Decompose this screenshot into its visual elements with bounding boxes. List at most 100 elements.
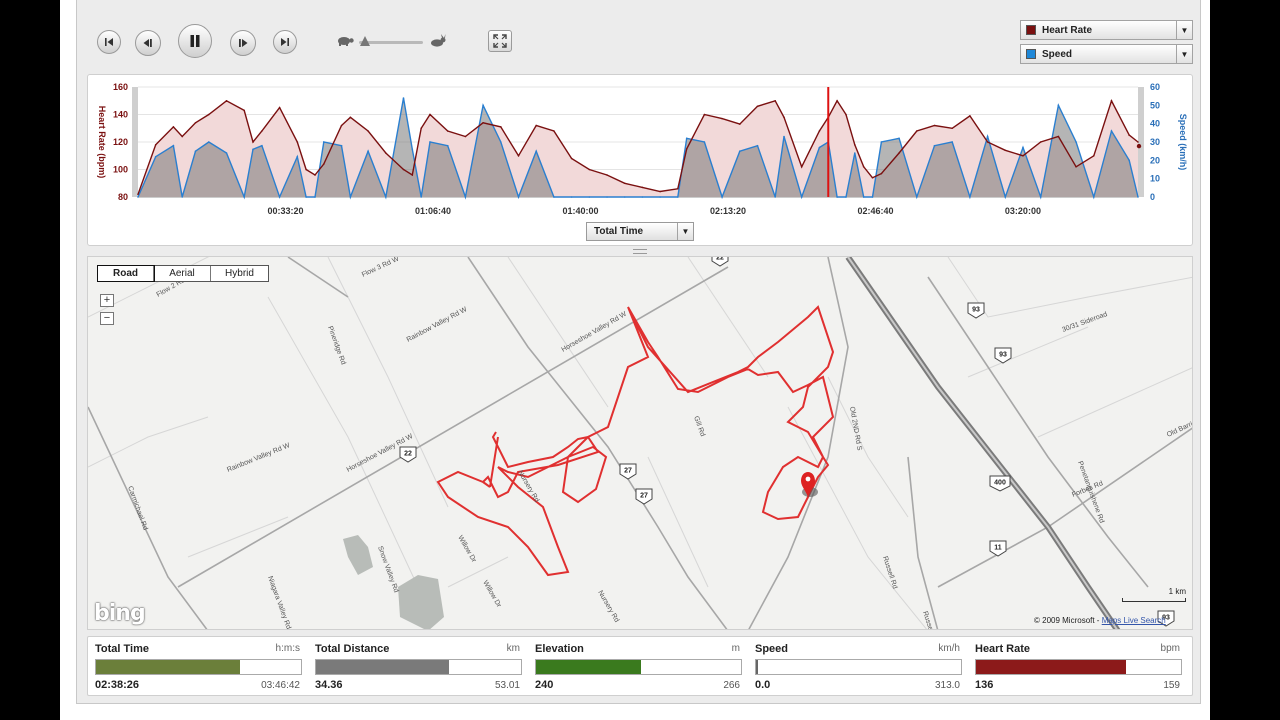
speed-point	[429, 141, 431, 143]
speed-slider-thumb[interactable]	[360, 36, 371, 46]
stat-current-value: 136	[975, 679, 994, 691]
speed-point	[252, 148, 254, 151]
zoom-out-button[interactable]: −	[100, 312, 114, 325]
road-label: Snow Valley Rd	[376, 545, 399, 593]
fullscreen-button[interactable]	[488, 30, 512, 52]
speed-slider-track[interactable]	[359, 41, 423, 44]
road-label: Old 2ND Rd S	[848, 406, 863, 451]
metrics-chart[interactable]: 160 140 120 100 80 60 50 40 30 20 10 0 00:33:20 01:06…	[87, 74, 1193, 246]
map-tab-road[interactable]: Road	[97, 265, 155, 282]
pause-button[interactable]	[178, 24, 212, 58]
y2-axis-label: Speed (km/h)	[1178, 114, 1188, 171]
heart-rate-point	[570, 157, 573, 160]
heart-rate-point	[535, 124, 538, 127]
y1-axis-band	[132, 87, 138, 197]
zoom-in-button[interactable]: +	[100, 294, 114, 307]
speed-point	[535, 150, 538, 152]
route-map[interactable]: 22 93 93 22 27 27 400 11 93 Flow 2 Rd W Flow 3 Rd…	[87, 256, 1193, 630]
heart-rate-point	[854, 143, 856, 146]
skip-to-start-button[interactable]	[97, 30, 121, 54]
stat-name: Total Distance	[315, 643, 390, 655]
speed-point	[800, 196, 803, 198]
speed-series-line	[137, 97, 1139, 200]
workout-player-frame: Heart Rate ▼ Speed ▼ 160 140 120 100 80 60 50 4…	[76, 0, 1201, 704]
map-tab-hybrid[interactable]: Hybrid	[225, 268, 254, 279]
heart-rate-point	[818, 130, 821, 132]
heart-rate-point	[588, 168, 591, 171]
current-position-marker[interactable]	[801, 472, 818, 499]
heart-rate-point	[986, 141, 989, 143]
secondary-metric-select[interactable]: Speed ▼	[1020, 44, 1193, 64]
speed-point	[774, 196, 776, 198]
panel-splitter-handle[interactable]	[633, 249, 647, 254]
speed-point	[194, 150, 197, 152]
speed-point	[845, 196, 847, 198]
y2-tick-label: 50	[1150, 100, 1160, 110]
speed-point	[314, 196, 316, 198]
svg-text:93: 93	[972, 307, 980, 314]
maps-live-search-link[interactable]: Maps Live Search	[1101, 616, 1166, 625]
speed-point	[871, 196, 874, 198]
heart-rate-point	[296, 141, 299, 143]
svg-text:27: 27	[640, 493, 648, 500]
heart-rate-point	[871, 176, 874, 179]
y2-axis-band	[1138, 87, 1144, 197]
x-axis-mode-select[interactable]: Total Time ▼	[586, 222, 694, 241]
speed-point	[278, 196, 281, 198]
speed-point	[986, 135, 989, 138]
y1-tick-label: 100	[113, 165, 128, 175]
highway-shield-27: 27	[619, 463, 637, 480]
heart-rate-point	[482, 121, 484, 124]
stat-progress-fill	[536, 660, 641, 674]
speed-point	[411, 148, 414, 151]
stat-max-value: 313.0	[934, 680, 960, 691]
heart-rate-point	[1110, 99, 1113, 102]
heart-rate-point	[738, 123, 741, 125]
heart-rate-point	[880, 172, 883, 175]
x-tick-label: 03:20:00	[1005, 206, 1041, 216]
speed-point	[969, 196, 971, 198]
heart-rate-point	[429, 113, 431, 116]
heart-rate-point	[154, 143, 157, 146]
stat-name: Heart Rate	[975, 643, 1031, 655]
speed-point	[323, 141, 325, 143]
speed-point	[854, 152, 856, 154]
heart-rate-point	[194, 121, 197, 124]
highway-shield-93: 93	[1157, 610, 1175, 627]
stat-unit: m	[731, 643, 740, 654]
map-tab-aerial[interactable]: Aerial	[154, 266, 211, 281]
stat-progress-fill	[976, 660, 1126, 674]
highway-shield-11: 11	[989, 540, 1007, 557]
heart-rate-point	[1004, 149, 1007, 152]
stat-current-value: 02:38:26	[95, 679, 140, 691]
heart-rate-point	[181, 135, 184, 138]
skip-to-end-button[interactable]	[273, 30, 297, 54]
heart-rate-point	[553, 130, 555, 132]
road-label: Nursery Rd	[596, 590, 620, 624]
speed-point	[783, 135, 785, 138]
step-back-button[interactable]	[135, 30, 161, 56]
step-forward-button[interactable]	[230, 30, 256, 56]
speed-point	[305, 196, 307, 198]
stat-progress-bar	[315, 659, 522, 675]
heart-rate-point	[278, 106, 281, 109]
speed-point	[1004, 196, 1007, 198]
speed-point	[553, 196, 555, 198]
primary-metric-select[interactable]: Heart Rate ▼	[1020, 20, 1193, 40]
svg-text:22: 22	[404, 451, 412, 458]
speed-point	[677, 196, 679, 198]
heart-rate-point	[402, 168, 405, 171]
heart-rate-point	[349, 116, 352, 119]
stat-heart-rate: Heart Rate bpm 136 159	[968, 637, 1188, 695]
heart-rate-point	[969, 115, 971, 117]
gps-route-track	[436, 305, 835, 577]
road-label: Rainbow Valley Rd W	[406, 306, 469, 344]
stat-progress-bar	[755, 659, 962, 675]
heart-rate-point	[800, 165, 803, 168]
y1-tick-label: 80	[118, 192, 128, 202]
y2-tick-label: 0	[1150, 192, 1155, 202]
heart-rate-point	[323, 163, 325, 165]
speed-point	[402, 97, 405, 99]
